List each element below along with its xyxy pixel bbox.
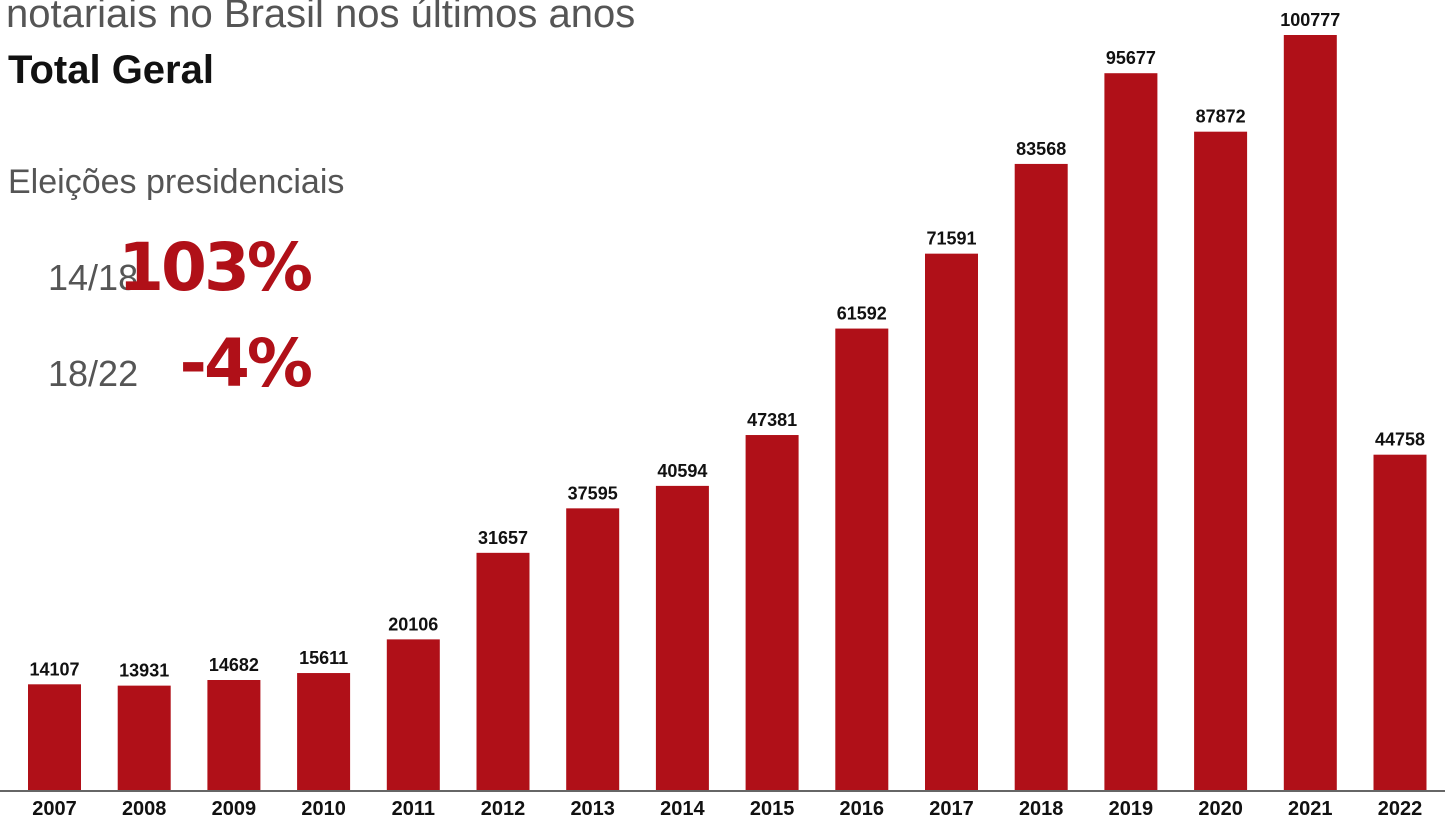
bar (1373, 454, 1427, 790)
chart-subtitle: Total Geral (8, 48, 214, 92)
x-tick-label: 2011 (392, 798, 435, 820)
value-label: 40594 (657, 461, 707, 481)
chart-title: notariais no Brasil nos últimos anos (6, 0, 635, 36)
value-label: 31657 (478, 528, 528, 548)
x-tick-label: 2009 (212, 798, 257, 820)
annotation-period: 18/22 (48, 353, 138, 394)
value-label: 20106 (388, 614, 438, 634)
value-label: 15611 (299, 648, 348, 668)
x-tick-label: 2018 (1019, 798, 1064, 820)
x-tick-label: 2016 (840, 798, 885, 820)
x-tick-label: 2014 (660, 798, 705, 820)
bar (925, 253, 978, 791)
annotation-period: 14/18 (48, 257, 138, 298)
bar (476, 552, 530, 790)
bar (207, 680, 261, 790)
value-label: 87872 (1196, 107, 1246, 127)
value-label: 37595 (568, 483, 618, 503)
x-tick-label: 2010 (301, 798, 346, 820)
bar (655, 485, 709, 790)
bar (386, 639, 440, 790)
bar (1104, 73, 1158, 790)
x-tick-label: 2013 (570, 798, 615, 820)
value-label: 14682 (209, 655, 259, 675)
annotation-change: 103% (118, 229, 312, 306)
value-label: 14107 (29, 659, 79, 679)
value-label: 83568 (1016, 139, 1066, 159)
x-tick-label: 2012 (481, 798, 526, 820)
x-tick-label: 2017 (929, 798, 974, 820)
value-label: 44758 (1375, 430, 1425, 450)
value-label: 71591 (926, 229, 976, 249)
bar (566, 508, 620, 790)
x-tick-label: 2008 (122, 798, 167, 820)
x-tick-label: 2019 (1109, 798, 1154, 820)
bar (297, 673, 351, 790)
bar (745, 435, 799, 790)
x-tick-label: 2022 (1378, 798, 1423, 820)
bar (1194, 131, 1248, 791)
bar (117, 685, 171, 790)
bar (1283, 35, 1337, 790)
value-label: 100777 (1280, 10, 1340, 30)
bar (835, 328, 889, 790)
x-tick-label: 2015 (750, 798, 795, 820)
annotation-heading: Eleições presidenciais (8, 163, 344, 201)
annotation-change: -4% (180, 325, 312, 402)
value-label: 61592 (837, 304, 887, 324)
value-label: 95677 (1106, 48, 1156, 68)
x-tick-label: 2021 (1288, 798, 1333, 820)
x-tick-label: 2007 (32, 798, 77, 820)
bar (1014, 163, 1068, 790)
value-label: 13931 (119, 661, 169, 681)
x-tick-label: 2020 (1198, 798, 1243, 820)
value-label: 47381 (747, 410, 797, 430)
bar (28, 684, 81, 790)
